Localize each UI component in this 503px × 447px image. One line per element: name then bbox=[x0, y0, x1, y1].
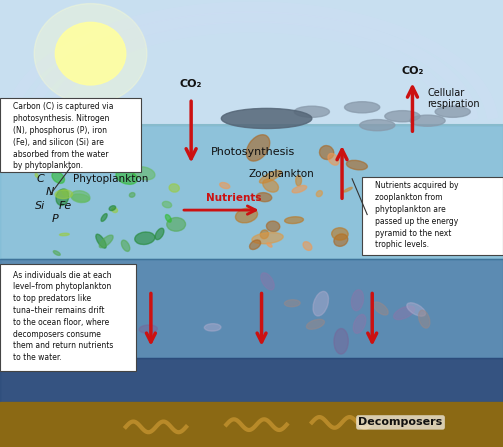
Ellipse shape bbox=[220, 182, 230, 189]
Ellipse shape bbox=[284, 300, 300, 307]
Ellipse shape bbox=[353, 314, 366, 333]
Ellipse shape bbox=[71, 191, 90, 202]
Ellipse shape bbox=[221, 108, 312, 129]
Ellipse shape bbox=[294, 106, 329, 117]
Ellipse shape bbox=[345, 102, 380, 113]
Ellipse shape bbox=[101, 214, 107, 221]
Ellipse shape bbox=[139, 325, 157, 333]
Ellipse shape bbox=[96, 296, 105, 309]
Ellipse shape bbox=[306, 319, 324, 329]
Ellipse shape bbox=[166, 218, 186, 231]
Ellipse shape bbox=[53, 251, 60, 255]
Ellipse shape bbox=[165, 215, 172, 222]
Ellipse shape bbox=[261, 273, 274, 290]
Ellipse shape bbox=[267, 243, 272, 247]
Ellipse shape bbox=[162, 201, 172, 208]
Ellipse shape bbox=[418, 310, 430, 328]
Ellipse shape bbox=[109, 206, 116, 211]
Ellipse shape bbox=[35, 173, 38, 177]
Text: Fe: Fe bbox=[59, 201, 72, 211]
Text: CO₂: CO₂ bbox=[180, 80, 202, 89]
Ellipse shape bbox=[285, 217, 303, 224]
Ellipse shape bbox=[360, 120, 395, 131]
Circle shape bbox=[34, 4, 147, 104]
Ellipse shape bbox=[260, 230, 269, 239]
Text: Nutrients acquired by
zooplankton from
phytoplankton are
passed up the energy
py: Nutrients acquired by zooplankton from p… bbox=[375, 181, 458, 249]
Ellipse shape bbox=[292, 186, 307, 193]
Text: C: C bbox=[36, 174, 44, 184]
Ellipse shape bbox=[29, 145, 36, 154]
Text: Phytoplankton: Phytoplankton bbox=[73, 174, 148, 184]
Ellipse shape bbox=[328, 153, 339, 165]
Text: Nutrients: Nutrients bbox=[206, 194, 262, 203]
Ellipse shape bbox=[133, 167, 155, 180]
Text: N: N bbox=[46, 187, 54, 197]
Bar bbox=[0, 0, 503, 125]
Ellipse shape bbox=[55, 190, 72, 198]
Ellipse shape bbox=[135, 232, 155, 245]
Ellipse shape bbox=[347, 160, 367, 170]
Ellipse shape bbox=[334, 234, 348, 246]
Text: Si: Si bbox=[35, 201, 45, 211]
Ellipse shape bbox=[246, 135, 270, 161]
Ellipse shape bbox=[96, 234, 106, 248]
Ellipse shape bbox=[235, 208, 258, 223]
Ellipse shape bbox=[99, 235, 113, 248]
Circle shape bbox=[55, 22, 126, 85]
Bar bbox=[0, 259, 503, 358]
Ellipse shape bbox=[303, 242, 312, 250]
Ellipse shape bbox=[410, 115, 445, 126]
Ellipse shape bbox=[52, 172, 64, 183]
Ellipse shape bbox=[104, 293, 114, 307]
Ellipse shape bbox=[296, 175, 301, 186]
Ellipse shape bbox=[407, 303, 426, 316]
Ellipse shape bbox=[267, 221, 280, 232]
FancyBboxPatch shape bbox=[362, 177, 503, 255]
Text: As individuals die at each
level–from phytoplankton
to top predators like
tuna–t: As individuals die at each level–from ph… bbox=[13, 271, 113, 362]
Text: Carbon (C) is captured via
photosynthesis. Nitrogen
(N), phosphorus (P), iron
(F: Carbon (C) is captured via photosynthesi… bbox=[13, 102, 113, 170]
Ellipse shape bbox=[71, 149, 78, 158]
Ellipse shape bbox=[352, 290, 364, 311]
Ellipse shape bbox=[56, 189, 68, 206]
Ellipse shape bbox=[59, 233, 69, 236]
Ellipse shape bbox=[373, 302, 388, 315]
FancyBboxPatch shape bbox=[0, 264, 136, 371]
Ellipse shape bbox=[69, 158, 78, 167]
Text: Zooplankton: Zooplankton bbox=[249, 169, 314, 179]
Ellipse shape bbox=[313, 291, 328, 316]
Text: CO₂: CO₂ bbox=[401, 66, 424, 76]
Bar bbox=[0, 358, 503, 402]
Ellipse shape bbox=[435, 106, 470, 117]
Ellipse shape bbox=[112, 207, 118, 213]
Ellipse shape bbox=[129, 193, 135, 197]
Bar bbox=[0, 402, 503, 447]
Ellipse shape bbox=[121, 240, 130, 251]
Ellipse shape bbox=[62, 189, 69, 196]
Text: Photosynthesis: Photosynthesis bbox=[211, 147, 295, 157]
Ellipse shape bbox=[204, 324, 221, 331]
Text: Cellular
respiration: Cellular respiration bbox=[428, 88, 480, 109]
Ellipse shape bbox=[116, 170, 137, 184]
Ellipse shape bbox=[316, 190, 322, 197]
Ellipse shape bbox=[263, 179, 279, 192]
Ellipse shape bbox=[334, 329, 348, 354]
Ellipse shape bbox=[260, 171, 282, 183]
Ellipse shape bbox=[331, 228, 348, 240]
Ellipse shape bbox=[155, 228, 164, 240]
Bar bbox=[0, 125, 503, 259]
FancyBboxPatch shape bbox=[0, 98, 141, 172]
Ellipse shape bbox=[319, 146, 334, 160]
Text: Decomposers: Decomposers bbox=[359, 417, 443, 427]
Ellipse shape bbox=[169, 184, 180, 192]
Ellipse shape bbox=[82, 143, 99, 154]
Ellipse shape bbox=[252, 232, 283, 244]
Ellipse shape bbox=[344, 187, 352, 192]
Ellipse shape bbox=[72, 194, 90, 202]
Ellipse shape bbox=[249, 240, 261, 249]
Ellipse shape bbox=[385, 111, 420, 122]
Text: P: P bbox=[52, 214, 59, 224]
Ellipse shape bbox=[257, 193, 272, 202]
Ellipse shape bbox=[393, 306, 414, 320]
